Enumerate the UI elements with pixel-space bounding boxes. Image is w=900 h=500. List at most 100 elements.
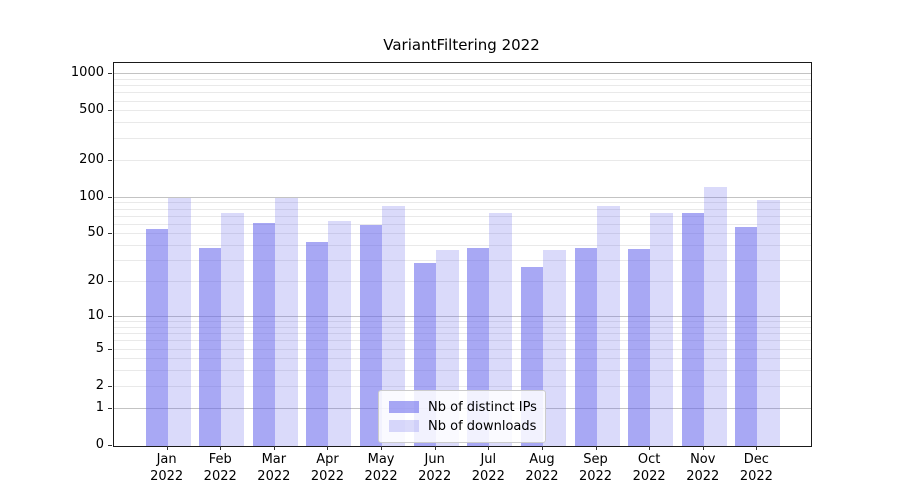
ytick-label-500: 500 [79, 102, 104, 118]
gridline-minor-900 [114, 78, 811, 80]
gridline-minor-60 [114, 223, 811, 225]
bar-downloads-may [382, 206, 406, 446]
legend-label-ips: Nb of distinct IPs [428, 399, 537, 415]
xtick-month: Aug [529, 452, 555, 467]
bar-downloads-sep [596, 206, 620, 446]
gridline-major-10 [114, 315, 811, 317]
xtick-year: 2022 [150, 469, 184, 484]
gridline-minor-800 [114, 85, 811, 87]
xtick-label-may: May 2022 [351, 451, 411, 485]
xtick-month: Nov [690, 452, 716, 467]
xtick-month: Apr [316, 452, 339, 467]
gridline-minor-700 [114, 92, 811, 94]
xtick-year: 2022 [739, 469, 773, 484]
gridline-minor-600 [114, 100, 811, 102]
legend-swatch-downloads-icon [389, 420, 419, 432]
legend-item-ips: Nb of distinct IPs [389, 398, 537, 416]
xtick-mark-oct [649, 446, 651, 450]
gridline-minor-400 [114, 122, 811, 124]
xtick-month: Oct [637, 452, 661, 467]
xtick-label-jun: Jun 2022 [405, 451, 465, 485]
xtick-year: 2022 [525, 469, 559, 484]
xtick-year: 2022 [471, 469, 505, 484]
xtick-label-dec: Dec 2022 [726, 451, 786, 485]
ytick-mark-50 [108, 233, 112, 235]
xtick-mark-nov [702, 446, 704, 450]
ytick-label-50: 50 [87, 225, 104, 241]
xtick-month: Jul [480, 452, 497, 467]
xtick-label-sep: Sep 2022 [566, 451, 626, 485]
ytick-mark-1 [108, 407, 112, 409]
ytick-label-1: 1 [95, 399, 104, 415]
bar-ips-dec [735, 226, 758, 446]
xtick-month: Jun [424, 452, 445, 467]
ytick-label-0: 0 [95, 437, 104, 452]
xtick-mark-aug [541, 446, 543, 450]
xtick-year: 2022 [418, 469, 452, 484]
gridline-minor-30 [114, 260, 811, 262]
gridline-minor-50 [114, 233, 811, 235]
xtick-mark-sep [595, 446, 597, 450]
ytick-label-5: 5 [95, 340, 104, 356]
ytick-label-2: 2 [95, 377, 104, 393]
ytick-label-10: 10 [87, 307, 104, 323]
legend-label-downloads: Nb of downloads [428, 418, 537, 434]
ytick-label-100: 100 [79, 188, 104, 204]
bar-downloads-jan [167, 197, 191, 446]
xtick-label-aug: Aug 2022 [512, 451, 572, 485]
gridline-minor-3 [114, 370, 811, 372]
xtick-mark-jan [166, 446, 168, 450]
plot-area: Nb of distinct IPs Nb of downloads [113, 62, 812, 447]
bar-downloads-aug [542, 250, 566, 446]
xtick-year: 2022 [310, 469, 344, 484]
ytick-mark-100 [108, 196, 112, 198]
bar-ips-nov [681, 212, 704, 446]
gridline-minor-8 [114, 326, 811, 328]
xtick-mark-jun [434, 446, 436, 450]
ytick-label-20: 20 [87, 273, 104, 289]
gridline-minor-500 [114, 110, 811, 112]
bar-ips-may [360, 224, 383, 446]
xtick-month: Feb [208, 452, 232, 467]
xtick-year: 2022 [203, 469, 237, 484]
bar-ips-sep [574, 247, 597, 446]
gridline-minor-70 [114, 215, 811, 217]
legend-swatch-ips-icon [389, 401, 419, 413]
bar-downloads-mar [274, 197, 298, 446]
gridline-minor-5 [114, 348, 811, 350]
xtick-year: 2022 [632, 469, 666, 484]
xtick-mark-may [381, 446, 383, 450]
xtick-label-jan: Jan 2022 [137, 451, 197, 485]
gridline-minor-20 [114, 281, 811, 283]
xtick-month: Sep [583, 452, 608, 467]
xtick-month: Jan [156, 452, 177, 467]
gridline-major-1000 [114, 73, 811, 75]
ytick-mark-1000 [108, 73, 112, 75]
ytick-mark-0 [108, 445, 112, 446]
gridline-minor-4 [114, 358, 811, 360]
xtick-label-feb: Feb 2022 [190, 451, 250, 485]
xtick-month: Mar [261, 452, 287, 467]
xtick-year: 2022 [257, 469, 291, 484]
xtick-year: 2022 [364, 469, 398, 484]
bar-ips-oct [628, 248, 651, 446]
ytick-label-200: 200 [79, 151, 104, 167]
bar-downloads-nov [703, 187, 727, 446]
bar-downloads-oct [650, 212, 674, 446]
legend: Nb of distinct IPs Nb of downloads [378, 390, 546, 443]
xtick-mark-jul [488, 446, 490, 450]
bar-downloads-jul [489, 212, 513, 446]
chart-title: VariantFiltering 2022 [383, 36, 540, 54]
bar-ips-mar [252, 223, 275, 446]
ytick-mark-20 [108, 281, 112, 283]
xtick-year: 2022 [578, 469, 613, 484]
xtick-label-oct: Oct 2022 [619, 451, 679, 485]
xtick-label-jul: Jul 2022 [458, 451, 518, 485]
bar-downloads-apr [328, 221, 352, 446]
gridline-minor-6 [114, 340, 811, 342]
bar-ips-jan [145, 229, 168, 446]
bar-downloads-feb [221, 212, 245, 446]
xtick-mark-dec [756, 446, 758, 450]
xtick-mark-apr [327, 446, 329, 450]
